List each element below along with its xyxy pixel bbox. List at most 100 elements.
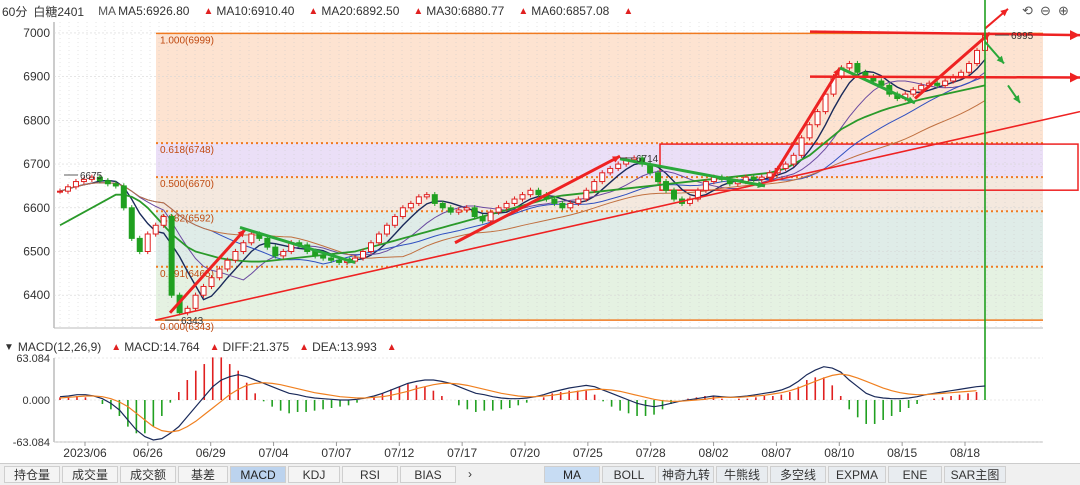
candle-body [375,233,382,244]
candle-body [750,176,757,180]
ma30-line [59,100,986,259]
candle-body [607,167,614,174]
candle-body [248,233,255,244]
dea-value-label: ▲ DEA:13.993 [299,340,377,354]
up-arrow-icon: ▲ [413,5,424,17]
zoom-in-icon[interactable]: ⊕ [1058,3,1069,18]
fib-level-label: 0.191(6465) [160,269,214,280]
chart-area[interactable]: 7000 6900 6800 6700 6600 6500 6400 1.000(6999) 0… [0,0,1080,464]
ma60-line [59,84,986,263]
tab-sar[interactable]: SAR主图 [944,466,1006,483]
macd-indicator-label[interactable]: MACD(12,26,9) [18,340,101,354]
tab-label: 成交量 [71,468,108,482]
tab-label: 牛熊线 [723,468,760,482]
ma20-line [59,76,986,265]
tab-volume[interactable]: 成交量 [62,466,118,483]
candle-body [503,202,510,209]
fib-zone [156,177,1043,212]
candle-body [407,202,414,209]
tab-turnover[interactable]: 成交额 [120,466,176,483]
fib-zone [156,266,1043,321]
ma-title-text: MA [98,4,117,18]
refresh-icon[interactable]: ⟲ [1022,3,1033,18]
candle-body [383,224,390,235]
candle-body [192,294,199,309]
tab-label: EXPMA [835,468,878,482]
candle-body [878,80,885,86]
tab-basis[interactable]: 基差 [178,466,228,483]
x-tick-label: 2023/06 [63,446,107,460]
ma60-text: MA60:6857.08 [531,4,610,18]
candle-body [415,196,422,204]
candle-body [160,216,167,226]
resistance-line [809,30,1080,37]
y-tick-label: 6800 [23,113,50,127]
candle-body [487,211,494,222]
ma5-text: MA5:6926.80 [118,4,190,18]
chart-canvas[interactable]: 7000 6900 6800 6700 6600 6500 6400 1.000(6999) 0… [0,0,1080,464]
indicator-tab-bar: 持仓量 成交量 成交额 基差 MACD KDJ RSI BIAS › MA BO… [0,463,1080,485]
candle-body [934,82,941,86]
y-tick-label: 6600 [23,201,50,215]
tab-label: 基差 [190,468,215,482]
interval-label[interactable]: 60分 [2,3,27,20]
candle-body [88,176,95,180]
tab-label: 神奇九转 [661,468,710,482]
tab-long-short-line[interactable]: 多空线 [770,466,826,483]
candle-body [328,257,335,261]
candle-body [567,202,574,209]
x-tick-label: 08/02 [699,446,729,460]
support-line [809,75,1080,79]
ma30-label: ▲ MA30:6880.77 [413,4,504,18]
x-tick-label: 08/18 [950,446,980,460]
tab-label: 多空线 [779,468,816,482]
tab-kdj[interactable]: KDJ [288,466,340,483]
x-tick-label: 07/04 [259,446,289,460]
candle-body [854,63,861,73]
macd-indicator-text: MACD(12,26,9) [17,340,102,354]
up-arrow-icon: ▲ [299,341,310,353]
tab-bias[interactable]: BIAS [400,466,456,483]
tab-rsi[interactable]: RSI [342,466,398,483]
tab-boll[interactable]: BOLL [602,466,656,483]
candle-body [208,277,215,287]
candle-body [846,63,853,69]
trend-arrow-red [454,154,621,245]
candle-body [224,259,231,270]
candle-body [240,242,247,252]
collapse-icon[interactable]: ▼ [4,341,14,353]
candle-body [782,163,789,169]
macd-y-tick-label: 63.084 [16,353,50,365]
tab-bull-bear-line[interactable]: 牛熊线 [716,466,768,483]
candle-body [655,172,662,183]
more-tabs-chevron-icon[interactable]: › [464,466,476,483]
trend-arrow-red-head [833,67,840,76]
candle-body [216,268,223,279]
tab-ene[interactable]: ENE [888,466,942,483]
tab-magic-nine[interactable]: 神奇九转 [658,466,714,483]
candle-body [918,84,925,91]
tab-label: BOLL [613,468,645,482]
macd-y-tick-label: -63.084 [13,437,50,449]
candle-body [455,209,462,213]
candle-body [966,63,973,73]
tab-label: 持仓量 [13,468,50,482]
ma-extra-arrow: ▲ [623,6,636,17]
tab-expma[interactable]: EXPMA [828,466,886,483]
tab-macd[interactable]: MACD [230,466,286,483]
tab-label: KDJ [302,468,326,482]
candle-body [471,207,478,218]
x-tick-label: 08/07 [761,446,791,460]
tab-open-interest[interactable]: 持仓量 [4,466,60,483]
tab-label: 成交额 [129,468,166,482]
candle-body [336,259,343,263]
candle-body [128,207,135,239]
candle-body [96,176,103,182]
x-tick-label: 07/25 [573,446,603,460]
tab-ma[interactable]: MA [544,466,600,483]
zoom-out-icon[interactable]: ⊖ [1040,3,1051,18]
y-tick-label: 6500 [23,245,50,259]
support-trend-line [154,110,1080,321]
ma10-text: MA10:6910.40 [216,4,295,18]
price-annotation: 6714 [636,154,659,165]
